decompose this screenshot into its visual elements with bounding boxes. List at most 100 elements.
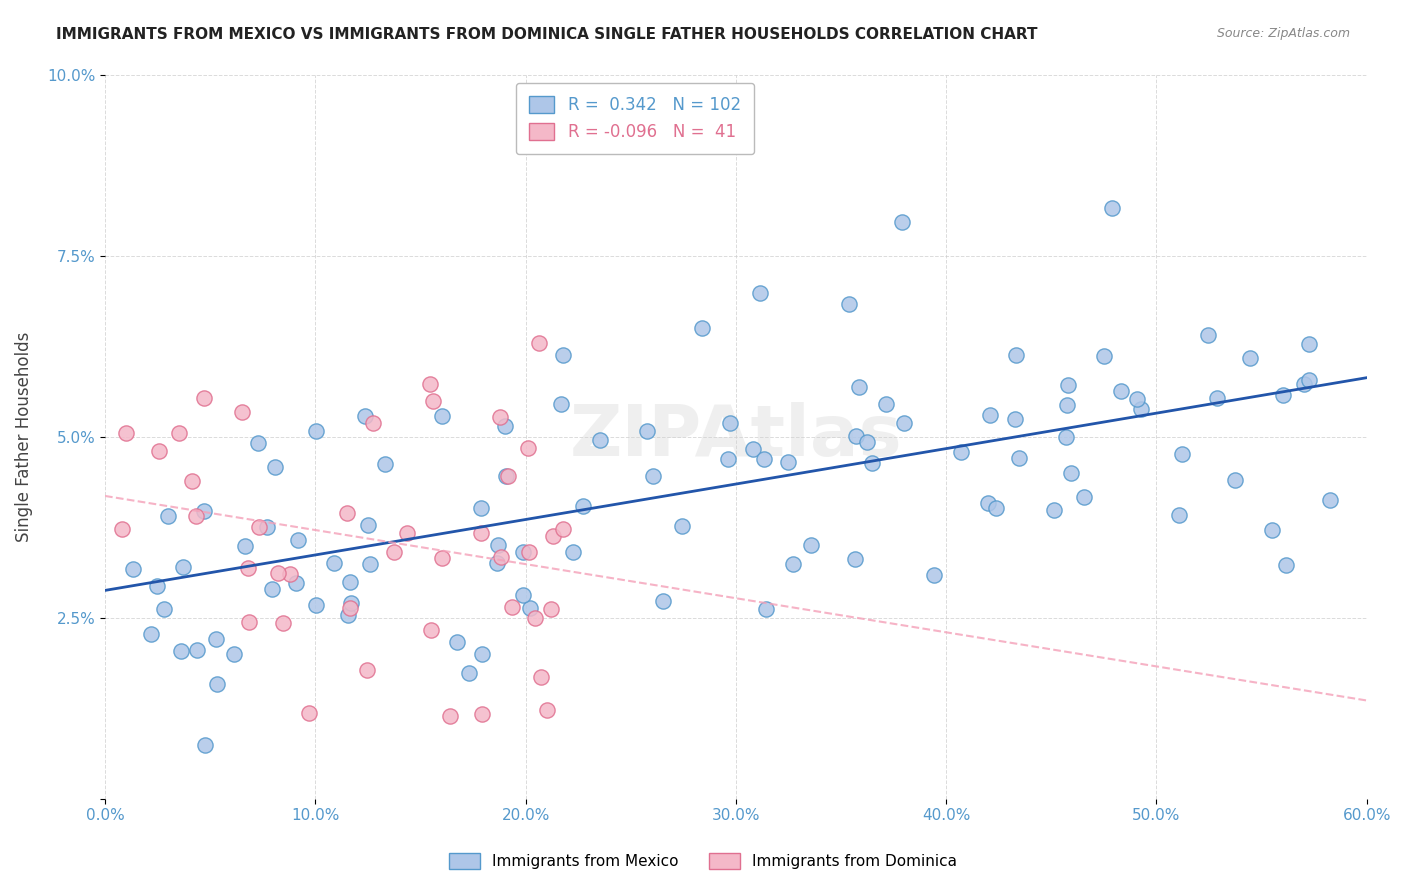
Point bbox=[690, 321, 713, 335]
Point bbox=[471, 647, 494, 661]
Point bbox=[419, 623, 441, 637]
Point bbox=[752, 451, 775, 466]
Legend: Immigrants from Mexico, Immigrants from Dominica: Immigrants from Mexico, Immigrants from … bbox=[443, 847, 963, 875]
Point bbox=[494, 419, 516, 434]
Point bbox=[246, 436, 269, 450]
Point bbox=[1101, 202, 1123, 216]
Point bbox=[247, 520, 270, 534]
Point bbox=[572, 499, 595, 513]
Point bbox=[354, 409, 377, 424]
Point bbox=[949, 444, 972, 458]
Point bbox=[382, 545, 405, 559]
Text: IMMIGRANTS FROM MEXICO VS IMMIGRANTS FROM DOMINICA SINGLE FATHER HOUSEHOLDS CORR: IMMIGRANTS FROM MEXICO VS IMMIGRANTS FRO… bbox=[56, 27, 1038, 42]
Point bbox=[977, 496, 1000, 510]
Point bbox=[153, 601, 176, 615]
Point bbox=[979, 408, 1001, 422]
Y-axis label: Single Father Households: Single Father Households bbox=[15, 332, 32, 541]
Point bbox=[305, 598, 328, 612]
Point bbox=[1272, 388, 1295, 402]
Point bbox=[717, 452, 740, 467]
Point bbox=[848, 379, 870, 393]
Point bbox=[486, 556, 509, 570]
Point bbox=[501, 600, 523, 615]
Point bbox=[156, 509, 179, 524]
Point bbox=[742, 442, 765, 457]
Point bbox=[1130, 402, 1153, 417]
Point bbox=[1004, 412, 1026, 426]
Point bbox=[524, 611, 547, 625]
Point bbox=[641, 469, 664, 483]
Point bbox=[422, 394, 444, 409]
Point bbox=[489, 410, 512, 425]
Point bbox=[1005, 348, 1028, 362]
Point bbox=[893, 416, 915, 430]
Point bbox=[519, 600, 541, 615]
Point bbox=[1298, 337, 1320, 351]
Point bbox=[749, 285, 772, 300]
Point bbox=[181, 474, 204, 488]
Point bbox=[298, 706, 321, 720]
Point bbox=[115, 425, 138, 440]
Point bbox=[357, 517, 380, 532]
Point bbox=[1060, 467, 1083, 481]
Point bbox=[527, 336, 550, 351]
Point bbox=[430, 550, 453, 565]
Point bbox=[439, 709, 461, 723]
Point bbox=[860, 457, 883, 471]
Point bbox=[1008, 450, 1031, 465]
Point bbox=[430, 409, 453, 423]
Point bbox=[637, 424, 659, 438]
Point bbox=[339, 575, 361, 590]
Point bbox=[1319, 492, 1341, 507]
Point bbox=[396, 525, 419, 540]
Point bbox=[194, 739, 217, 753]
Point bbox=[489, 549, 512, 564]
Point bbox=[193, 392, 215, 406]
Point bbox=[287, 533, 309, 548]
Point bbox=[891, 215, 914, 229]
Point bbox=[336, 608, 359, 623]
Point bbox=[496, 469, 519, 483]
Point bbox=[256, 520, 278, 534]
Point bbox=[517, 545, 540, 559]
Point bbox=[1206, 392, 1229, 406]
Point bbox=[561, 545, 583, 559]
Point bbox=[323, 556, 346, 570]
Point bbox=[530, 670, 553, 684]
Point bbox=[339, 601, 361, 615]
Point bbox=[553, 522, 575, 536]
Point bbox=[184, 509, 207, 524]
Point bbox=[193, 503, 215, 517]
Point bbox=[512, 588, 534, 602]
Point bbox=[285, 576, 308, 591]
Point bbox=[589, 433, 612, 447]
Point bbox=[512, 545, 534, 559]
Point bbox=[1073, 490, 1095, 504]
Point bbox=[1054, 430, 1077, 444]
Point bbox=[845, 428, 868, 442]
Point bbox=[457, 666, 479, 681]
Point bbox=[844, 552, 866, 566]
Point bbox=[305, 424, 328, 438]
Point bbox=[776, 455, 799, 469]
Point bbox=[111, 522, 134, 536]
Legend: R =  0.342   N = 102, R = -0.096   N =  41: R = 0.342 N = 102, R = -0.096 N = 41 bbox=[516, 83, 754, 154]
Point bbox=[540, 601, 562, 615]
Point bbox=[361, 416, 384, 430]
Point bbox=[1298, 373, 1320, 387]
Point bbox=[238, 615, 260, 630]
Point bbox=[1292, 377, 1315, 392]
Point bbox=[205, 677, 228, 691]
Point bbox=[271, 615, 294, 630]
Point bbox=[471, 707, 494, 722]
Point bbox=[495, 468, 517, 483]
Point bbox=[446, 635, 468, 649]
Point bbox=[172, 560, 194, 574]
Point bbox=[233, 539, 256, 553]
Text: ZIPAtlas: ZIPAtlas bbox=[569, 402, 903, 471]
Point bbox=[1109, 384, 1132, 398]
Point bbox=[1223, 474, 1246, 488]
Point bbox=[1167, 508, 1189, 522]
Point bbox=[146, 579, 169, 593]
Point bbox=[1094, 349, 1116, 363]
